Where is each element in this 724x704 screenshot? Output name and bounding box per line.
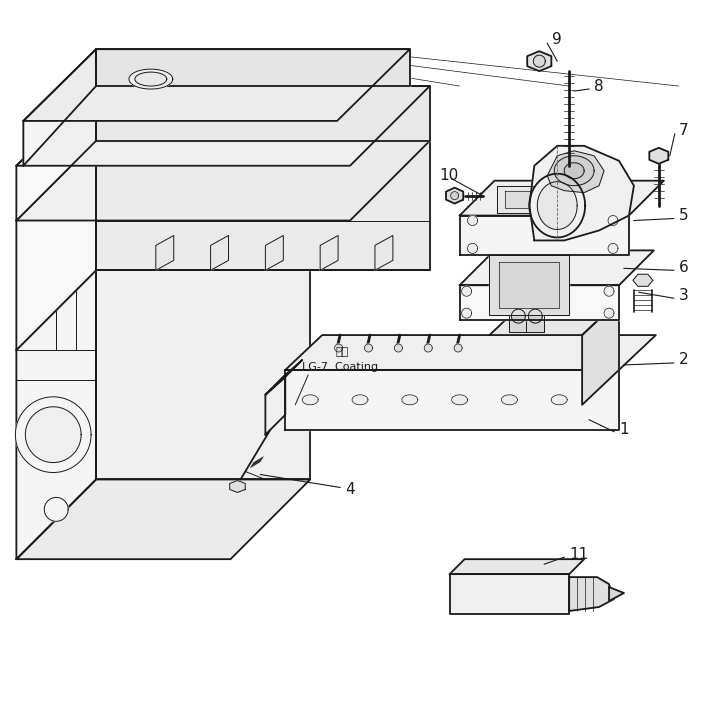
Polygon shape	[604, 287, 614, 296]
Polygon shape	[633, 275, 653, 287]
Polygon shape	[25, 407, 81, 463]
Polygon shape	[211, 235, 229, 270]
Polygon shape	[529, 146, 634, 241]
Polygon shape	[608, 215, 618, 225]
Polygon shape	[452, 395, 468, 405]
Polygon shape	[266, 360, 302, 395]
Polygon shape	[44, 498, 68, 522]
Polygon shape	[527, 51, 552, 71]
Polygon shape	[555, 156, 594, 186]
Polygon shape	[320, 235, 338, 270]
Polygon shape	[17, 86, 430, 165]
Polygon shape	[460, 251, 654, 285]
Polygon shape	[497, 186, 564, 213]
Polygon shape	[460, 181, 664, 215]
Polygon shape	[468, 215, 478, 225]
Polygon shape	[462, 308, 471, 318]
Polygon shape	[505, 191, 556, 208]
Polygon shape	[564, 163, 584, 179]
Text: LG-7  Coating: LG-7 Coating	[302, 362, 379, 372]
Polygon shape	[17, 479, 310, 559]
Polygon shape	[17, 270, 96, 559]
Polygon shape	[608, 244, 618, 253]
Polygon shape	[529, 309, 542, 323]
Polygon shape	[230, 481, 245, 492]
Polygon shape	[96, 141, 430, 270]
Polygon shape	[604, 308, 614, 318]
Polygon shape	[511, 309, 526, 323]
Polygon shape	[609, 587, 624, 601]
Polygon shape	[156, 235, 174, 270]
Polygon shape	[96, 49, 410, 86]
Polygon shape	[460, 285, 619, 320]
Polygon shape	[135, 72, 167, 86]
Polygon shape	[129, 69, 173, 89]
Polygon shape	[364, 344, 372, 352]
Polygon shape	[569, 577, 614, 611]
Text: 7: 7	[678, 123, 689, 139]
Polygon shape	[446, 188, 463, 203]
Text: 11: 11	[569, 547, 589, 562]
Polygon shape	[285, 370, 619, 429]
Polygon shape	[450, 191, 458, 200]
Polygon shape	[534, 55, 545, 67]
Text: 10: 10	[439, 168, 459, 183]
Polygon shape	[15, 397, 91, 472]
Polygon shape	[489, 300, 619, 335]
Polygon shape	[460, 215, 629, 256]
Polygon shape	[468, 244, 478, 253]
Text: 2: 2	[678, 353, 689, 367]
Polygon shape	[649, 148, 668, 164]
Polygon shape	[450, 574, 569, 614]
Polygon shape	[551, 395, 567, 405]
Polygon shape	[334, 344, 342, 352]
Polygon shape	[285, 335, 656, 370]
Polygon shape	[537, 182, 577, 230]
Text: 4: 4	[345, 482, 355, 497]
Text: 3: 3	[678, 288, 689, 303]
Text: 5: 5	[678, 208, 689, 223]
Polygon shape	[266, 375, 285, 434]
Polygon shape	[23, 49, 96, 165]
Polygon shape	[462, 287, 471, 296]
Polygon shape	[529, 174, 585, 237]
Polygon shape	[302, 395, 318, 405]
Polygon shape	[500, 263, 559, 308]
Polygon shape	[17, 141, 96, 350]
Polygon shape	[395, 344, 403, 352]
Polygon shape	[96, 270, 310, 479]
Polygon shape	[17, 141, 430, 220]
Text: 1: 1	[619, 422, 628, 437]
Polygon shape	[510, 302, 544, 332]
Polygon shape	[502, 395, 518, 405]
Polygon shape	[582, 300, 619, 405]
Polygon shape	[402, 395, 418, 405]
Text: 塗布: 塗布	[335, 347, 348, 357]
Text: 6: 6	[678, 260, 689, 275]
Polygon shape	[352, 395, 368, 405]
Polygon shape	[17, 86, 96, 220]
Polygon shape	[23, 49, 410, 121]
Polygon shape	[375, 235, 393, 270]
Polygon shape	[547, 151, 604, 193]
Polygon shape	[424, 344, 432, 352]
Text: 8: 8	[594, 79, 604, 94]
Polygon shape	[96, 86, 430, 141]
Polygon shape	[489, 256, 569, 315]
Polygon shape	[450, 559, 584, 574]
Polygon shape	[266, 235, 283, 270]
Text: 9: 9	[552, 32, 562, 46]
Polygon shape	[454, 344, 462, 352]
